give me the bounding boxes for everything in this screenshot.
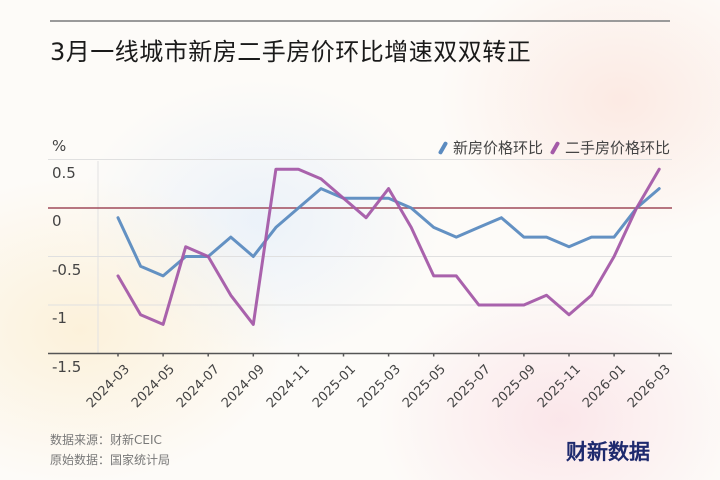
- chart-title: 3月一线城市新房二手房价环比增速双双转正: [50, 38, 532, 66]
- y-tick-label: 0.5: [52, 163, 76, 182]
- data-source: 数据来源：财新CEIC: [50, 433, 162, 447]
- y-tick-label: 0: [52, 212, 62, 230]
- second-hand-price-line: [116, 167, 661, 326]
- caixin-data-logo: 财新数据: [566, 440, 650, 464]
- y-tick-label: -1.5: [52, 357, 82, 376]
- legend-label: 二手房价格环比: [564, 139, 670, 157]
- legend-item-new-home: 新房价格环比: [437, 137, 543, 158]
- legend: 新房价格环比 二手房价格环比: [431, 137, 670, 158]
- top-rule: [50, 20, 670, 22]
- y-tick-label: -1: [52, 309, 67, 327]
- data-origin: 原始数据：国家统计局: [50, 453, 171, 467]
- y-tick-label: -0.5: [52, 260, 82, 279]
- legend-label: 新房价格环比: [452, 139, 543, 157]
- new-home-price-line: [116, 187, 661, 278]
- y-axis-unit: %: [52, 137, 67, 155]
- legend-item-second-hand: 二手房价格环比: [549, 137, 670, 158]
